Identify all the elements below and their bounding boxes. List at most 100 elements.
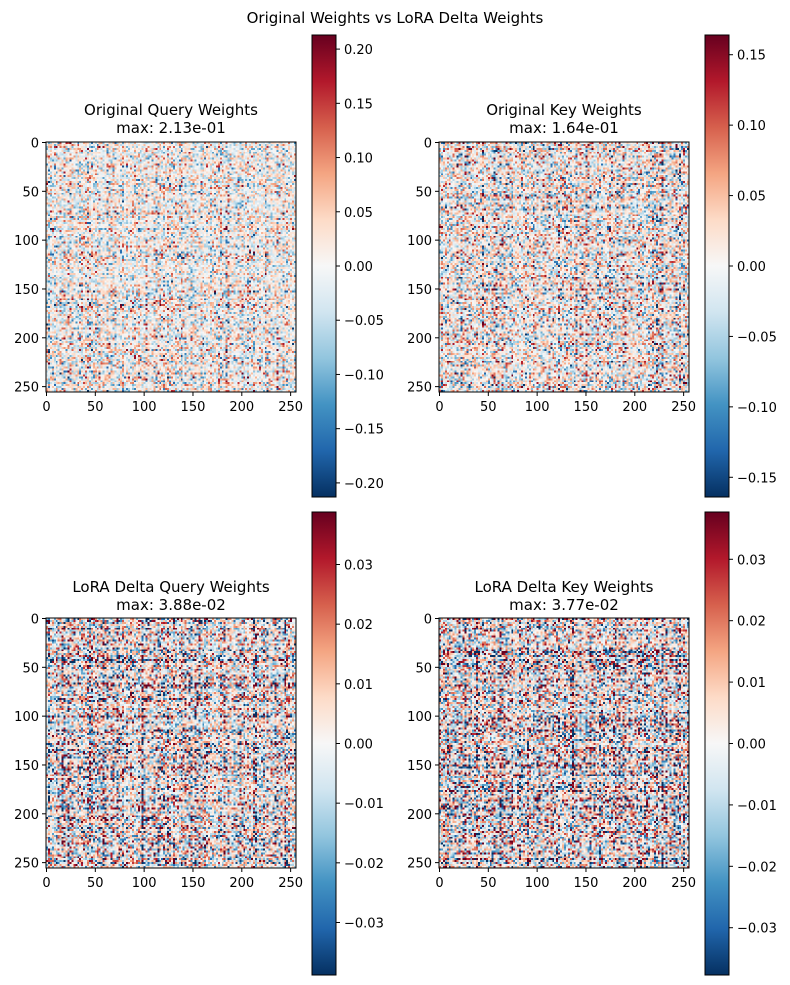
colorbar xyxy=(704,34,730,498)
y-tick-label: 250 xyxy=(14,381,39,396)
y-tick-label: 150 xyxy=(14,283,39,298)
colorbar-tick-label: −0.05 xyxy=(737,330,777,345)
y-tick-label: 50 xyxy=(415,661,432,676)
x-tick-label: 150 xyxy=(574,876,599,891)
x-tick-label: 50 xyxy=(480,400,497,415)
y-tick-label: 0 xyxy=(424,136,432,151)
y-tick-label: 100 xyxy=(14,710,39,725)
colorbar-tick-label: −0.01 xyxy=(737,799,777,814)
colorbar-tick-label: 0.05 xyxy=(737,190,766,205)
heatmap-frame xyxy=(45,617,297,869)
colorbar-tick-label: 0.00 xyxy=(737,260,766,275)
colorbar-tick-label: 0.15 xyxy=(344,97,373,112)
y-tick-label: 150 xyxy=(407,283,432,298)
colorbar xyxy=(311,34,337,498)
x-tick-label: 250 xyxy=(278,400,303,415)
subplot-title: LoRA Delta Query Weights xyxy=(72,578,270,596)
colorbar-tick-label: 0.00 xyxy=(737,738,766,753)
colorbar-tick-label: −0.20 xyxy=(344,477,384,492)
y-tick-label: 250 xyxy=(407,381,432,396)
colorbar-tick-label: −0.01 xyxy=(344,797,384,812)
y-tick-label: 200 xyxy=(407,808,432,823)
colorbar-tick-label: −0.05 xyxy=(344,314,384,329)
colorbar-tick-label: 0.02 xyxy=(344,618,373,633)
colorbar-tick-label: 0.10 xyxy=(344,152,373,167)
colorbar-tick-label: −0.02 xyxy=(344,857,384,872)
colorbar-tick-label: −0.10 xyxy=(344,368,384,383)
colorbar xyxy=(311,511,337,976)
x-tick-label: 0 xyxy=(435,400,443,415)
y-tick-label: 50 xyxy=(22,661,39,676)
y-tick-label: 100 xyxy=(14,234,39,249)
colorbar-tick-label: 0.01 xyxy=(737,676,766,691)
heatmap-frame xyxy=(438,617,690,869)
subplot-title: Original Query Weights xyxy=(84,101,258,119)
y-tick-label: 0 xyxy=(424,612,432,627)
x-tick-label: 200 xyxy=(229,876,254,891)
x-tick-label: 0 xyxy=(42,876,50,891)
heatmap-image xyxy=(439,142,689,392)
x-tick-label: 200 xyxy=(229,400,254,415)
x-tick-label: 200 xyxy=(622,876,647,891)
subplot-subtitle: max: 2.13e-01 xyxy=(116,119,226,137)
y-tick-label: 0 xyxy=(31,136,39,151)
y-tick-label: 50 xyxy=(22,185,39,200)
x-tick-label: 250 xyxy=(671,876,696,891)
colorbar-tick-label: −0.03 xyxy=(344,916,384,931)
subplot-title: LoRA Delta Key Weights xyxy=(475,578,654,596)
heatmap-frame xyxy=(45,141,297,393)
x-tick-label: 150 xyxy=(181,400,206,415)
x-tick-label: 150 xyxy=(574,400,599,415)
x-tick-label: 50 xyxy=(480,876,497,891)
y-tick-label: 100 xyxy=(407,710,432,725)
x-tick-label: 250 xyxy=(278,876,303,891)
x-tick-label: 100 xyxy=(132,400,157,415)
x-tick-label: 150 xyxy=(181,876,206,891)
colorbar-tick-label: 0.03 xyxy=(737,553,766,568)
x-tick-label: 50 xyxy=(87,876,104,891)
subplot-subtitle: max: 1.64e-01 xyxy=(509,119,619,137)
subplot-title: Original Key Weights xyxy=(486,101,642,119)
x-tick-label: 200 xyxy=(622,400,647,415)
colorbar-tick-label: 0.03 xyxy=(344,559,373,574)
x-tick-label: 100 xyxy=(525,876,550,891)
x-tick-label: 250 xyxy=(671,400,696,415)
colorbar-tick-label: 0.15 xyxy=(737,49,766,64)
colorbar-tick-label: −0.03 xyxy=(737,922,777,937)
y-tick-label: 150 xyxy=(407,759,432,774)
colorbar-tick-label: 0.10 xyxy=(737,119,766,134)
x-tick-label: 0 xyxy=(42,400,50,415)
colorbar-tick-label: 0.05 xyxy=(344,206,373,221)
heatmap-image xyxy=(46,142,296,392)
heatmap-image xyxy=(46,618,296,868)
colorbar-tick-label: 0.02 xyxy=(737,615,766,630)
x-tick-label: 100 xyxy=(525,400,550,415)
y-tick-label: 0 xyxy=(31,612,39,627)
figure-suptitle: Original Weights vs LoRA Delta Weights xyxy=(247,9,544,27)
colorbar xyxy=(704,511,730,976)
colorbar-tick-label: −0.15 xyxy=(737,471,777,486)
x-tick-label: 0 xyxy=(435,876,443,891)
y-tick-label: 250 xyxy=(407,857,432,872)
colorbar-tick-label: −0.02 xyxy=(737,860,777,875)
y-tick-label: 50 xyxy=(415,185,432,200)
colorbar-tick-label: 0.00 xyxy=(344,260,373,275)
heatmap-image xyxy=(439,618,689,868)
colorbar-tick-label: −0.10 xyxy=(737,401,777,416)
x-tick-label: 50 xyxy=(87,400,104,415)
y-tick-label: 200 xyxy=(14,808,39,823)
heatmap-frame xyxy=(438,141,690,393)
y-tick-label: 150 xyxy=(14,759,39,774)
colorbar-tick-label: 0.00 xyxy=(344,738,373,753)
y-tick-label: 200 xyxy=(407,332,432,347)
y-tick-label: 200 xyxy=(14,332,39,347)
x-tick-label: 100 xyxy=(132,876,157,891)
colorbar-tick-label: 0.20 xyxy=(344,43,373,58)
y-tick-label: 250 xyxy=(14,857,39,872)
colorbar-tick-label: 0.01 xyxy=(344,678,373,693)
